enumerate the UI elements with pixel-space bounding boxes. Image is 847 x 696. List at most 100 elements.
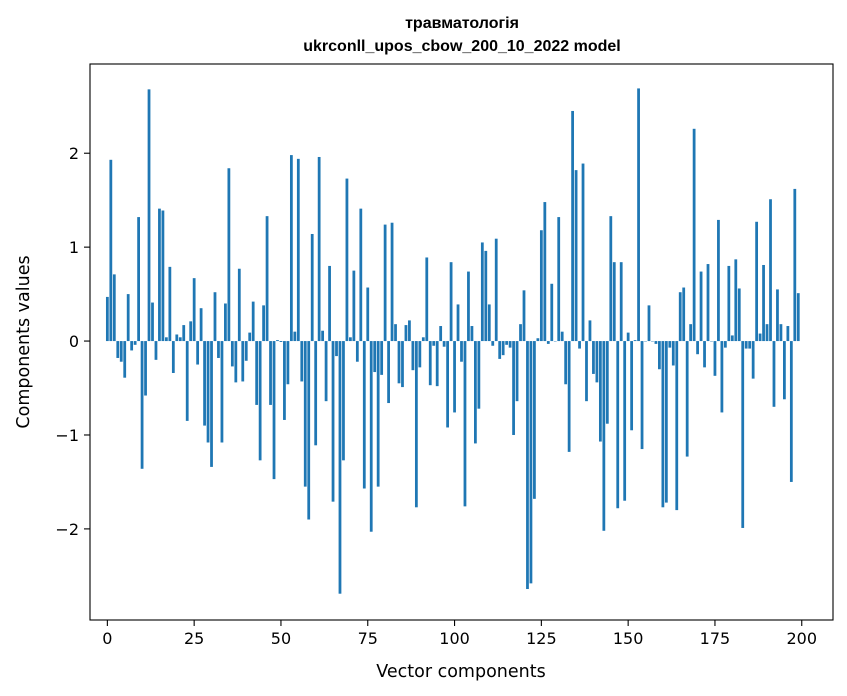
bar-81: [387, 341, 390, 404]
bar-106: [474, 341, 477, 444]
y-axis-label: Components values: [14, 255, 34, 428]
bar-35: [227, 168, 231, 342]
bar-66: [335, 341, 338, 357]
x-tick-label: 0: [102, 629, 112, 648]
bar-18: [168, 266, 172, 342]
bar-64: [328, 265, 331, 342]
bar-87: [408, 320, 411, 342]
bar-119: [519, 324, 522, 342]
bar-187: [755, 221, 759, 342]
bar-1: [109, 159, 113, 342]
bar-168: [689, 324, 693, 342]
bar-194: [779, 324, 783, 342]
bar-192: [772, 341, 776, 407]
bar-189: [762, 264, 765, 342]
bar-8: [133, 341, 137, 345]
bar-125: [539, 230, 543, 342]
bar-122: [529, 341, 533, 584]
bar-128: [550, 283, 554, 342]
bar-184: [744, 341, 748, 349]
bar-175: [713, 341, 717, 376]
bar-97: [442, 341, 446, 347]
bar-78: [376, 341, 380, 487]
bar-150: [626, 332, 630, 342]
bar-16: [161, 210, 165, 342]
bar-77: [373, 341, 377, 373]
plot-frame: [89, 63, 834, 621]
bar-89: [414, 341, 418, 508]
bar-13: [151, 302, 154, 342]
bar-149: [623, 341, 627, 501]
bar-31: [213, 292, 217, 342]
bar-92: [425, 257, 429, 342]
bar-134: [571, 110, 574, 342]
bar-112: [494, 238, 498, 342]
bar-68: [342, 341, 345, 461]
y-tick-label: −2: [55, 520, 79, 539]
bar-48: [272, 341, 276, 480]
y-tick-label: 0: [69, 332, 79, 351]
bar-182: [737, 288, 741, 342]
bar-105: [470, 326, 474, 342]
x-tick-label: 75: [358, 629, 378, 648]
bar-101: [456, 304, 460, 342]
bar-91: [421, 337, 425, 342]
x-tick-label: 150: [613, 629, 644, 648]
x-tick-label: 175: [700, 629, 731, 648]
x-axis-label: Vector components: [376, 662, 545, 682]
bar-108: [480, 242, 484, 342]
bar-117: [512, 341, 515, 435]
bar-190: [765, 324, 769, 342]
bar-130: [557, 217, 561, 342]
bar-143: [602, 341, 606, 531]
bar-25: [192, 278, 196, 342]
bar-43: [255, 341, 259, 405]
bar-147: [616, 341, 620, 509]
bar-197: [789, 341, 793, 482]
bar-34: [224, 303, 227, 342]
bar-185: [748, 341, 752, 349]
bar-140: [592, 341, 595, 374]
bar-15: [158, 208, 161, 342]
bar-137: [581, 163, 585, 342]
bar-102: [460, 341, 463, 362]
bar-17: [164, 337, 168, 342]
bar-145: [609, 216, 613, 342]
bar-46: [265, 216, 269, 342]
bar-20: [175, 334, 179, 342]
bar-144: [605, 341, 609, 424]
y-tick-label: 2: [69, 144, 79, 163]
bar-79: [380, 341, 384, 375]
bar-23: [185, 341, 189, 421]
bar-158: [654, 341, 658, 344]
bar-52: [286, 341, 290, 385]
bar-2: [112, 274, 116, 342]
chart-subtitle: ukrconll_upos_cbow_200_10_2022 model: [303, 38, 620, 55]
bar-58: [307, 341, 311, 520]
bar-141: [595, 341, 599, 383]
bar-12: [147, 89, 151, 342]
bar-32: [217, 341, 220, 358]
bar-161: [664, 341, 668, 503]
bars-group: [105, 88, 800, 594]
bar-146: [612, 262, 616, 342]
bar-36: [230, 341, 234, 367]
bar-156: [647, 305, 651, 342]
bar-116: [508, 341, 512, 348]
bar-70: [349, 337, 352, 342]
bar-83: [394, 324, 397, 342]
bar-139: [588, 320, 592, 342]
bar-183: [741, 341, 745, 528]
bar-7: [130, 341, 134, 351]
bar-196: [786, 326, 790, 342]
y-tick-label: −1: [55, 426, 79, 445]
bar-90: [418, 341, 422, 368]
bar-53: [289, 155, 293, 342]
bar-167: [685, 341, 689, 457]
bar-99: [449, 262, 453, 342]
bar-9: [137, 217, 140, 342]
bar-10: [140, 341, 144, 469]
bar-186: [751, 341, 755, 379]
